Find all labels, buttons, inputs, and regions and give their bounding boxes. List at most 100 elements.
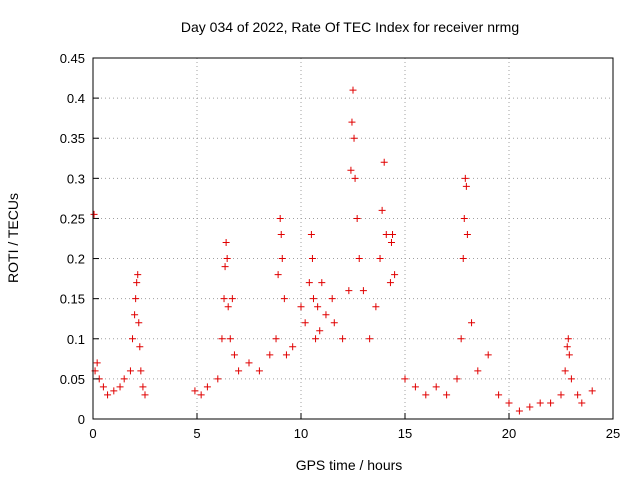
data-point (137, 367, 145, 375)
data-point (322, 311, 330, 319)
data-point (191, 387, 199, 395)
data-point (382, 230, 390, 238)
data-point (307, 230, 315, 238)
data-point (230, 351, 238, 359)
data-point (312, 335, 320, 343)
data-point (222, 239, 230, 247)
data-point (328, 295, 336, 303)
data-point (316, 327, 324, 335)
data-point (129, 335, 137, 343)
y-tick-label: 0.45 (60, 51, 85, 66)
data-point (380, 158, 388, 166)
data-point (376, 255, 384, 263)
data-point (90, 210, 98, 218)
data-point (278, 255, 286, 263)
data-point (578, 399, 586, 407)
y-tick-label: 0.35 (60, 131, 85, 146)
data-point (366, 335, 374, 343)
x-tick-label: 25 (606, 426, 620, 441)
data-point (567, 375, 575, 383)
data-point (536, 399, 544, 407)
y-tick-label: 0.1 (67, 332, 85, 347)
data-point (355, 255, 363, 263)
data-point (345, 287, 353, 295)
data-point (561, 367, 569, 375)
data-point (104, 391, 112, 399)
data-point (563, 343, 571, 351)
data-point (353, 214, 361, 222)
data-point (443, 391, 451, 399)
data-point (457, 335, 465, 343)
data-point (126, 367, 134, 375)
data-point (505, 399, 513, 407)
data-point (289, 343, 297, 351)
data-point (93, 359, 101, 367)
data-point (565, 351, 573, 359)
data-point (197, 391, 205, 399)
data-point (308, 255, 316, 263)
data-point (389, 230, 397, 238)
data-point (136, 343, 144, 351)
data-point (387, 239, 395, 247)
x-tick-label: 15 (398, 426, 412, 441)
y-tick-label: 0.25 (60, 211, 85, 226)
data-point (474, 367, 482, 375)
data-point (214, 375, 222, 383)
axes: 0 5 10 15 20 25 0 0.05 0.1 0.15 0.2 0.25 0.3 0.35 0.4 0… (60, 51, 621, 441)
data-point (372, 303, 380, 311)
data-point (133, 279, 141, 287)
data-point (422, 391, 430, 399)
data-point (266, 351, 274, 359)
chart-title: Day 034 of 2022, Rate Of TEC Index for r… (181, 19, 519, 35)
data-point (351, 174, 359, 182)
x-tick-label: 20 (502, 426, 516, 441)
data-point (461, 174, 469, 182)
data-point (515, 407, 523, 415)
data-point (411, 383, 419, 391)
data-point (348, 118, 356, 126)
data-point (135, 319, 143, 327)
x-tick-label: 5 (193, 426, 200, 441)
data-point (453, 375, 461, 383)
data-point (120, 375, 128, 383)
data-points (90, 86, 596, 415)
data-point (588, 387, 596, 395)
data-point (224, 303, 232, 311)
data-point (301, 319, 309, 327)
x-tick-label: 10 (294, 426, 308, 441)
data-point (220, 295, 228, 303)
data-point (350, 134, 358, 142)
data-point (132, 295, 140, 303)
plot-frame (92, 57, 614, 420)
data-point (131, 311, 139, 319)
data-point (110, 387, 118, 395)
data-point (272, 335, 280, 343)
data-point (495, 391, 503, 399)
data-point (378, 206, 386, 214)
data-point (432, 383, 440, 391)
data-point (99, 383, 107, 391)
data-point (139, 383, 147, 391)
data-point (277, 230, 285, 238)
data-point (134, 271, 142, 279)
data-point (305, 279, 313, 287)
x-tick-label: 0 (89, 426, 96, 441)
data-point (564, 335, 572, 343)
data-point (401, 375, 409, 383)
y-tick-label: 0 (78, 412, 85, 427)
data-point (318, 279, 326, 287)
data-point (391, 271, 399, 279)
data-point (462, 182, 470, 190)
data-point (349, 86, 357, 94)
x-axis-label: GPS time / hours (296, 457, 403, 473)
data-point (274, 271, 282, 279)
data-point (359, 287, 367, 295)
data-point (235, 367, 243, 375)
data-point (339, 335, 347, 343)
y-axis-label: ROTI / TECUs (5, 193, 21, 283)
data-point (347, 166, 355, 174)
data-point (526, 403, 534, 411)
data-point (280, 295, 288, 303)
data-point (309, 295, 317, 303)
